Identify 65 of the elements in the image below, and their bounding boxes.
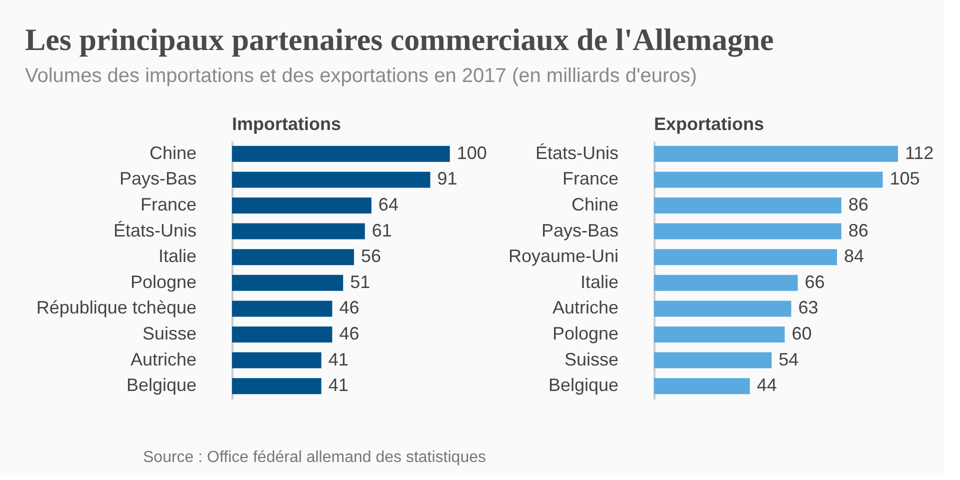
y-tick-label: Suisse [142,324,196,344]
bar [232,274,344,291]
data-label: 54 [778,349,799,370]
bar [654,274,798,291]
y-tick-label: France [140,194,196,214]
data-label: 100 [456,142,487,163]
data-label: 41 [328,349,348,370]
bar [232,326,332,342]
data-label: 66 [804,272,825,292]
data-label: 60 [792,324,812,344]
chart-subtitle: Volumes des importations et des exportations en 2017 (en milliards d'euros) [25,65,697,87]
y-tick-label: Italie [158,246,196,266]
source-note: Source : Office fédéral allemand des statistiques [143,449,486,466]
data-label: 44 [756,375,777,396]
data-label: 56 [361,246,382,266]
bar [654,223,842,240]
y-tick-label: République tchèque [36,298,196,318]
data-label: 51 [350,272,370,292]
y-tick-label: Chine [149,142,196,163]
bar [232,249,354,266]
data-label: 61 [372,220,392,240]
data-label: 41 [328,375,348,396]
bar [654,352,772,368]
bar [232,300,332,317]
data-label: 91 [437,168,458,189]
data-label: 64 [378,194,398,214]
bar [232,378,322,394]
data-label: 112 [905,142,934,163]
bar [232,352,322,368]
y-tick-label: Suisse [564,349,618,370]
data-label: 63 [798,298,818,318]
y-tick-label: Autriche [552,298,618,318]
y-tick-label: Belgique [548,375,618,396]
series-label: Exportations [654,114,764,134]
chart-title: Les principaux partenaires commerciaux de l'Allemagne [25,22,774,57]
y-tick-label: Pologne [552,324,618,344]
bar [654,172,883,188]
bar [654,146,898,162]
bar [654,326,785,342]
y-tick-label: Autriche [130,349,196,370]
y-tick-label: Belgique [126,375,196,396]
bar [654,378,750,394]
bar [654,300,792,317]
bar [654,198,842,214]
data-label: 105 [890,168,920,189]
y-tick-label: Pays-Bas [541,220,618,240]
bar [654,249,837,266]
bar [232,198,372,214]
y-tick-label: Chine [571,194,618,214]
data-label: 46 [339,298,360,318]
bar [232,223,365,240]
data-label: 46 [339,324,360,344]
bar [232,146,450,162]
y-tick-label: Pologne [130,272,196,292]
data-label: 86 [848,194,868,214]
bar [232,172,430,188]
data-label: 86 [848,220,868,240]
y-tick-label: France [562,168,618,189]
y-tick-label: Pays-Bas [119,168,196,189]
y-tick-label: États-Unis [113,220,196,240]
series-label: Importations [232,114,342,134]
y-tick-label: Italie [580,272,618,292]
data-label: 84 [844,246,864,266]
y-tick-label: États-Unis [535,142,618,163]
y-tick-label: Royaume-Uni [508,246,618,266]
